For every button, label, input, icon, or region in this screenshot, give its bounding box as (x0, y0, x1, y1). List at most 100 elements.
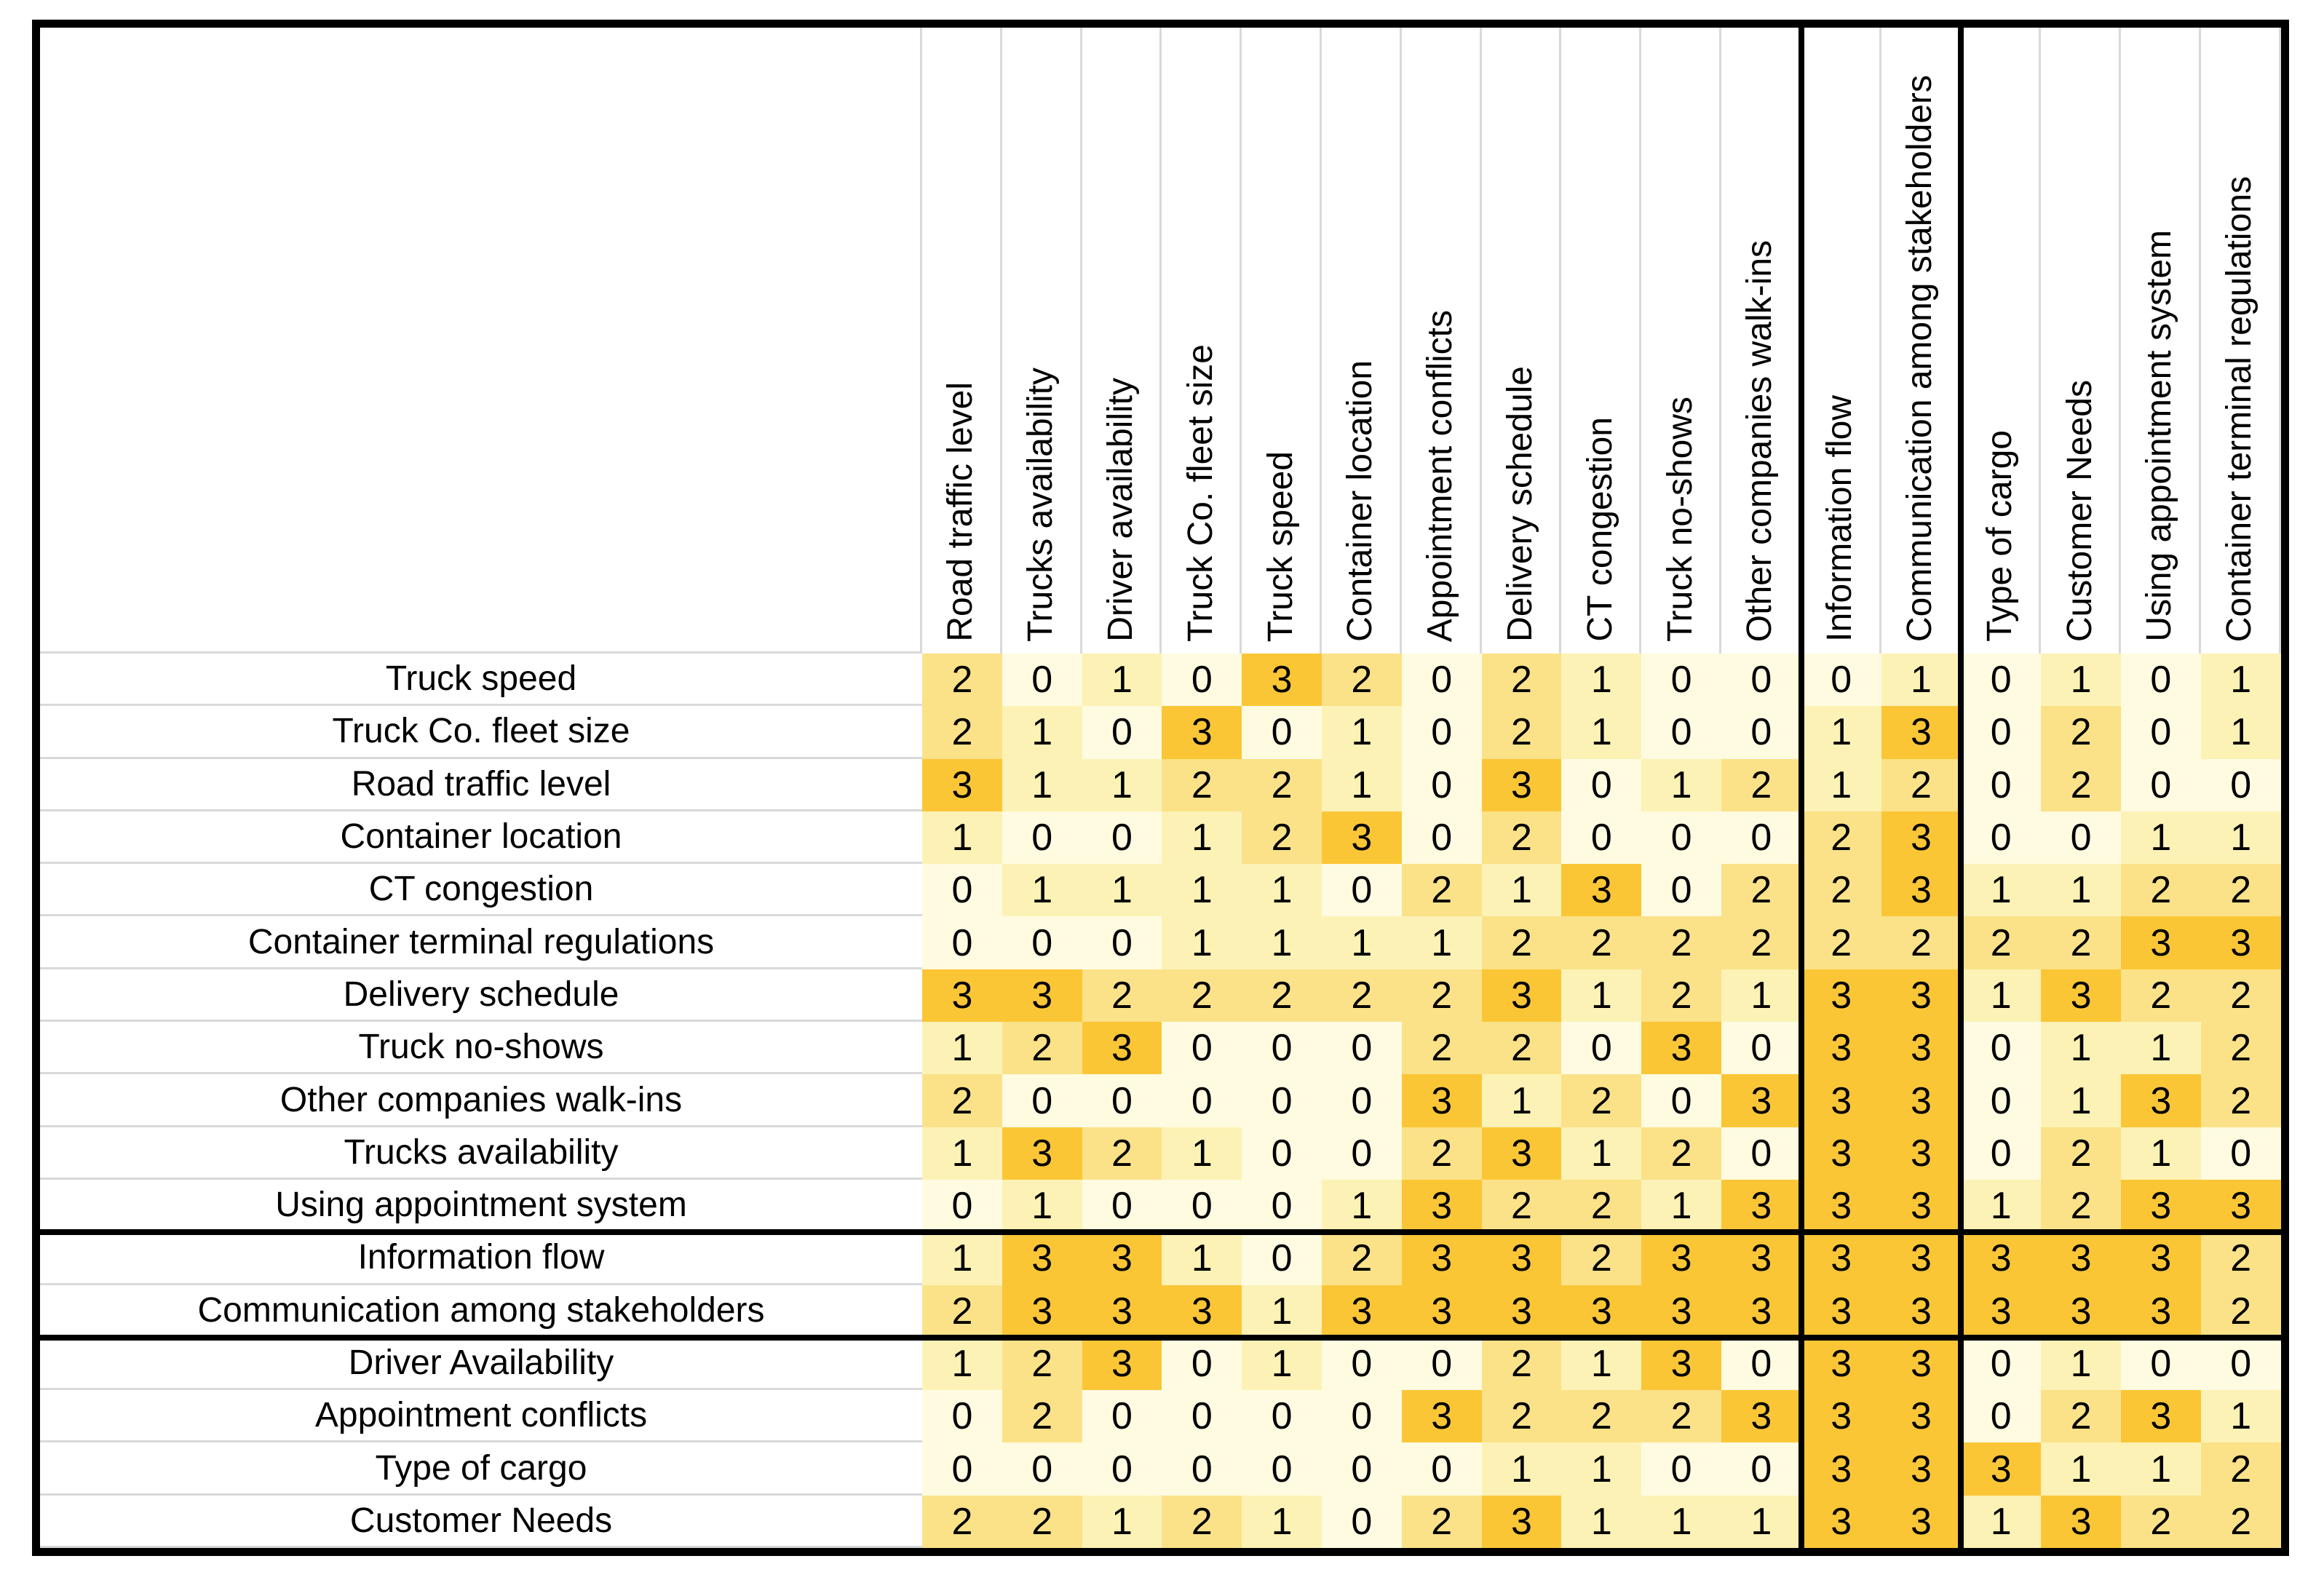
matrix-cell: 0 (1082, 811, 1162, 865)
column-header-label: Container location (1341, 360, 1380, 642)
matrix-cell: 0 (1721, 1022, 1801, 1075)
matrix-cell: 1 (922, 1337, 1002, 1391)
matrix-cell: 2 (1162, 758, 1242, 811)
matrix-cell: 1 (2120, 1022, 2201, 1075)
matrix-cell: 0 (2200, 1127, 2281, 1180)
matrix-cell: 1 (2041, 1337, 2121, 1391)
matrix-cell: 3 (1801, 1442, 1881, 1496)
matrix-cell: 2 (1801, 916, 1881, 969)
matrix-cell: 2 (1481, 706, 1562, 759)
matrix-cell: 1 (922, 1232, 1002, 1285)
matrix-cell: 3 (922, 969, 1002, 1023)
row-label-7: Delivery schedule (40, 969, 922, 1023)
matrix-cell: 0 (1641, 1074, 1721, 1127)
matrix-cell: 3 (1721, 1074, 1801, 1127)
column-header-14: Type of cargo (1961, 28, 2042, 654)
matrix-cell: 1 (1641, 1179, 1721, 1233)
matrix-cell: 0 (1002, 1442, 1082, 1496)
matrix-cell: 1 (2200, 811, 2281, 865)
matrix-cell: 3 (2041, 1495, 2121, 1549)
matrix-cell: 2 (2200, 1074, 2281, 1127)
matrix-cell: 3 (1641, 1337, 1721, 1391)
matrix-cell: 1 (1082, 1495, 1162, 1549)
matrix-cell: 2 (2200, 1495, 2281, 1549)
matrix-cell: 0 (1961, 1127, 2042, 1180)
matrix-cell: 1 (1242, 916, 1322, 969)
row-label-16: Type of cargo (40, 1442, 922, 1496)
matrix-cell: 2 (1321, 969, 1402, 1023)
matrix-cell: 1 (1641, 1495, 1721, 1549)
matrix-cell: 1 (1881, 654, 1962, 707)
row-label-17: Customer Needs (40, 1495, 922, 1549)
matrix-cell: 1 (1561, 706, 1642, 759)
matrix-cell: 3 (1481, 1127, 1562, 1180)
matrix-cell: 1 (2200, 706, 2281, 759)
matrix-cell: 3 (1881, 1285, 1962, 1338)
row-label-3: Road traffic level (40, 758, 922, 811)
matrix-cell: 0 (1242, 1074, 1322, 1127)
matrix-cell: 0 (1162, 1022, 1242, 1075)
matrix-cell: 0 (1721, 654, 1801, 707)
column-header-label: Information flow (1820, 395, 1860, 642)
matrix-cell: 0 (922, 1390, 1002, 1443)
matrix-cell: 1 (1242, 1495, 1322, 1549)
matrix-cell: 2 (1721, 758, 1801, 811)
matrix-cell: 3 (1082, 1232, 1162, 1285)
matrix-cell: 3 (1401, 1232, 1482, 1285)
matrix-cell: 3 (2120, 916, 2201, 969)
matrix-cell: 0 (1641, 811, 1721, 865)
matrix-cell: 3 (2120, 1074, 2201, 1127)
matrix-cell: 3 (2120, 1179, 2201, 1233)
matrix-cell: 2 (1002, 1390, 1082, 1443)
row-label-4: Container location (40, 811, 922, 865)
row-label-11: Using appointment system (40, 1179, 922, 1233)
matrix-cell: 2 (1561, 916, 1642, 969)
matrix-cell: 1 (2120, 1127, 2201, 1180)
column-header-10: Truck no-shows (1641, 28, 1721, 654)
matrix-cell: 0 (1721, 1442, 1801, 1496)
column-header-label: Truck no-shows (1660, 397, 1700, 642)
matrix-cell: 0 (1082, 1179, 1162, 1233)
matrix-cell: 2 (2041, 1127, 2121, 1180)
matrix-cell: 2 (1481, 916, 1562, 969)
matrix-cell: 3 (1002, 1127, 1082, 1180)
matrix-cell: 1 (1242, 1337, 1322, 1391)
matrix-cell: 1 (1082, 864, 1162, 917)
matrix-cell: 0 (1401, 706, 1482, 759)
row-label-6: Container terminal regulations (40, 916, 922, 969)
matrix-cell: 1 (1242, 1285, 1322, 1338)
matrix-cell: 0 (1641, 864, 1721, 917)
column-header-label: CT congestion (1580, 417, 1619, 642)
column-header-label: Truck Co. fleet size (1181, 344, 1220, 642)
column-header-5: Truck speed (1242, 28, 1322, 654)
row-label-14: Driver Availability (40, 1337, 922, 1391)
corner-cell (40, 28, 922, 654)
matrix-cell: 1 (1082, 758, 1162, 811)
matrix-cell: 0 (1321, 1495, 1402, 1549)
matrix-cell: 0 (1401, 654, 1482, 707)
matrix-cell: 1 (1002, 864, 1082, 917)
column-header-1: Road traffic level (922, 28, 1002, 654)
matrix-cell: 3 (1961, 1232, 2042, 1285)
matrix-cell: 3 (1881, 706, 1962, 759)
matrix-cell: 1 (2120, 811, 2201, 865)
matrix-cell: 0 (1721, 1127, 1801, 1180)
matrix-cell: 3 (2200, 1179, 2281, 1233)
matrix-cell: 1 (1481, 1074, 1562, 1127)
matrix-cell: 0 (1242, 1442, 1322, 1496)
matrix-cell: 1 (1002, 1179, 1082, 1233)
matrix-cell: 3 (1721, 1390, 1801, 1443)
matrix-cell: 0 (1082, 1390, 1162, 1443)
matrix-cell: 2 (1002, 1337, 1082, 1391)
matrix-cell: 2 (1881, 916, 1962, 969)
row-label-12: Information flow (40, 1232, 922, 1285)
matrix-cell: 1 (2200, 654, 2281, 707)
matrix-cell: 2 (1002, 1495, 1082, 1549)
matrix-cell: 0 (1961, 706, 2042, 759)
matrix-cell: 3 (1002, 1232, 1082, 1285)
matrix-cell: 3 (1721, 1232, 1801, 1285)
row-label-5: CT congestion (40, 864, 922, 917)
column-header-label: Communication among stakeholders (1900, 74, 1939, 642)
matrix-cell: 0 (1961, 758, 2042, 811)
matrix-cell: 2 (1961, 916, 2042, 969)
